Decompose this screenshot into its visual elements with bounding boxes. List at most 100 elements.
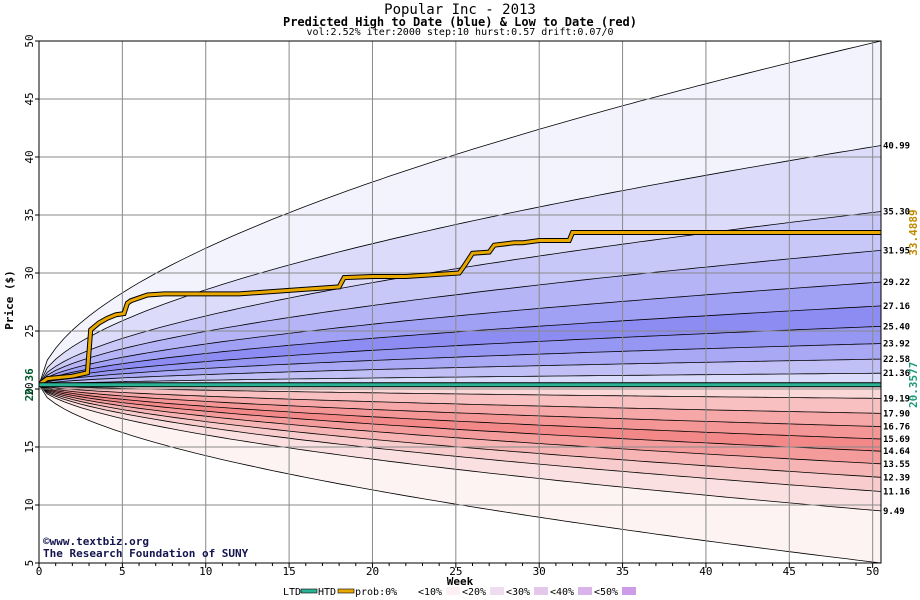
x-tick-label: 50 — [866, 565, 879, 578]
credits: ©www.textbiz.org The Research Foundation… — [43, 535, 249, 560]
band-end-label: 27.16 — [883, 302, 910, 312]
band-end-label: 40.99 — [883, 142, 910, 152]
y-tick-label: 40 — [23, 150, 36, 163]
band-end-label: 16.76 — [883, 423, 910, 433]
probability-bands — [39, 41, 881, 563]
low-band-boundary-6 — [39, 384, 881, 440]
low-band-4 — [39, 384, 881, 464]
low-band-boundary-9 — [39, 384, 881, 399]
band-end-label: 21.36 — [883, 369, 910, 379]
high-band-boundary-8 — [39, 358, 881, 386]
y-tick-label: 5 — [23, 560, 36, 567]
band-end-label: 11.16 — [883, 488, 910, 498]
low-band-8 — [39, 384, 881, 414]
high-band-boundary-4 — [39, 281, 881, 386]
legend-swatch — [446, 587, 460, 595]
legend-swatch — [622, 587, 636, 595]
y-axis-label: Price ($) — [3, 270, 16, 330]
band-end-label: 19.19 — [883, 394, 910, 404]
high-band-boundary-1 — [39, 145, 881, 385]
y-tick-label: 45 — [23, 92, 36, 105]
low-band-3 — [39, 384, 881, 478]
htd-end-label: 33.4889 — [907, 209, 920, 255]
low-band-2 — [39, 384, 881, 492]
x-tick-label: 35 — [616, 565, 629, 578]
credit-foundation: The Research Foundation of SUNY — [43, 547, 249, 560]
band-end-label: 35.30 — [883, 208, 910, 218]
x-tick-label: 20 — [366, 565, 379, 578]
x-tick-label: 15 — [282, 565, 295, 578]
legend-swatch — [337, 588, 355, 594]
axes: 0 5 10 15 20 25 30 35 40 45 5051015202530354045502… — [23, 34, 879, 578]
band-end-label: 14.64 — [883, 447, 911, 457]
low-band-boundary-2 — [39, 384, 881, 492]
chart-parameters: vol:2.52% iter:2000 step:10 hurst:0.57 d… — [306, 27, 614, 38]
band-labels: 40.99 35.30 31.95 29.22 27.16 25.40 23.92 22.58… — [883, 142, 920, 517]
low-band-1 — [39, 384, 881, 511]
legend-swatch — [534, 587, 548, 595]
x-tick-label: 30 — [533, 565, 546, 578]
htd-line — [39, 231, 881, 386]
low-band-6 — [39, 384, 881, 439]
high-band-boundary-5 — [39, 305, 881, 386]
low-band-0 — [39, 384, 881, 563]
low-band-9 — [39, 384, 881, 399]
band-end-label: 23.92 — [883, 340, 910, 350]
x-tick-label: 45 — [783, 565, 796, 578]
x-tick-label: 5 — [119, 565, 126, 578]
low-band-boundary-8 — [39, 384, 881, 414]
y-tick-label: 50 — [23, 34, 36, 47]
legend-label: <20% — [462, 587, 486, 598]
legend-label: <40% — [550, 587, 574, 598]
x-axis-label: Week — [447, 575, 474, 588]
band-end-label: 25.40 — [883, 322, 910, 332]
legend-swatch — [490, 587, 504, 595]
x-tick-label: 0 — [36, 565, 43, 578]
low-band-boundary-4 — [39, 384, 881, 465]
band-end-label: 22.58 — [883, 355, 910, 365]
high-band-1 — [39, 145, 881, 385]
high-band-boundary-9 — [39, 372, 881, 386]
credit-site: ©www.textbiz.org — [43, 535, 149, 548]
x-tick-label: 40 — [699, 565, 712, 578]
band-end-label: 15.69 — [883, 435, 910, 445]
x-tick-label: 25 — [449, 565, 462, 578]
band-end-label: 12.39 — [883, 473, 910, 483]
band-end-label: 17.90 — [883, 409, 910, 419]
high-band-6 — [39, 326, 881, 385]
legend-swatch — [401, 587, 415, 595]
y-tick-label: 20 — [23, 382, 36, 395]
high-band-7 — [39, 343, 881, 385]
y-tick-label: 10 — [23, 498, 36, 511]
start-price-label: 20.36 — [23, 368, 36, 401]
ltd-end-label: 20.3577 — [907, 362, 920, 408]
high-band-2 — [39, 211, 881, 385]
y-tick-label: 30 — [23, 266, 36, 279]
legend-label: HTD — [318, 587, 336, 598]
legend-label: <50% — [594, 587, 618, 598]
low-band-7 — [39, 384, 881, 427]
chart-subtitle: Predicted High to Date (blue) & Low to D… — [282, 15, 637, 29]
high-band-boundary-6 — [39, 326, 881, 386]
high-band-9 — [39, 373, 881, 385]
legend: LTD HTD prob:0% <10% <20% <30% <40% <50% — [283, 587, 636, 598]
y-tick-label: 35 — [23, 208, 36, 221]
band-end-label: 13.55 — [883, 460, 910, 470]
high-band-boundary-7 — [39, 343, 881, 386]
high-band-boundary-3 — [39, 250, 881, 386]
chart-title: Popular Inc - 2013 — [384, 2, 536, 18]
legend-label: <10% — [418, 587, 442, 598]
legend-label: <30% — [506, 587, 530, 598]
low-band-boundary-1 — [39, 384, 881, 512]
x-tick-label: 10 — [199, 565, 212, 578]
high-band-8 — [39, 359, 881, 385]
low-band-boundary-7 — [39, 384, 881, 427]
y-tick-label: 15 — [23, 440, 36, 453]
high-band-boundary-0 — [39, 41, 881, 385]
high-band-4 — [39, 282, 881, 385]
legend-swatch — [578, 587, 592, 595]
low-band-boundary-5 — [39, 384, 881, 452]
y-tick-label: 25 — [23, 324, 36, 337]
high-band-3 — [39, 250, 881, 385]
